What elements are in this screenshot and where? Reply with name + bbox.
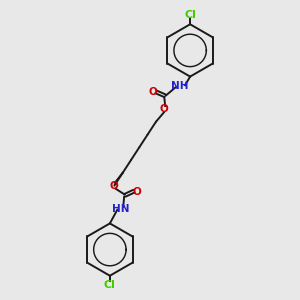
Text: HN: HN [112,204,129,214]
Text: O: O [110,181,119,191]
Text: Cl: Cl [104,280,116,290]
Text: O: O [133,187,141,196]
Text: Cl: Cl [184,10,196,20]
Text: NH: NH [171,81,188,91]
Text: O: O [148,87,157,97]
Text: O: O [160,104,169,114]
